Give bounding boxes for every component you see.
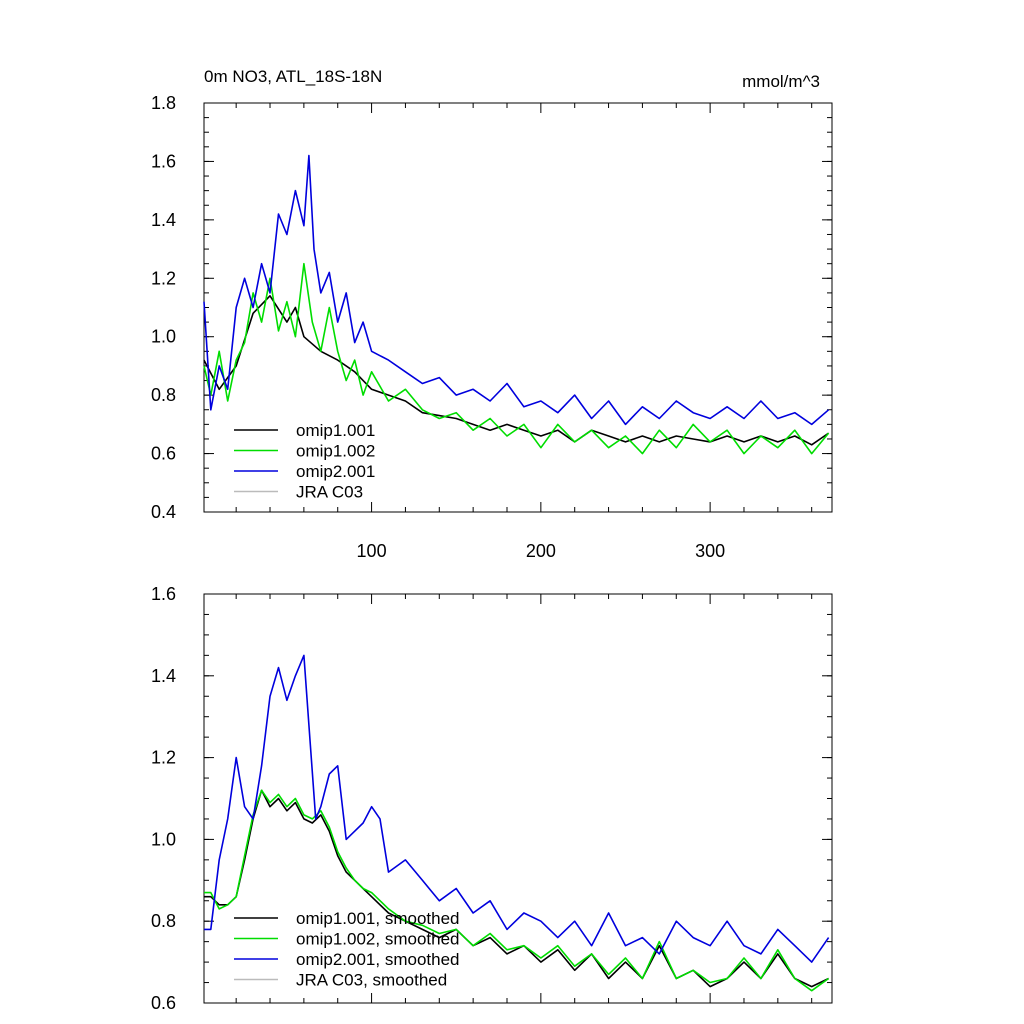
- x-tick-label: 100: [357, 541, 387, 561]
- legend-label: omip1.001, smoothed: [296, 909, 460, 928]
- y-tick-label: 0.6: [151, 444, 176, 464]
- bottom-axes: 0.6 0.8 1.0 1.2 1.4 1.6: [151, 584, 833, 1013]
- series-line-omip2-001-smoothed: [204, 654, 830, 963]
- y-tick-label: 0.4: [151, 502, 176, 522]
- y-tick-label: 1.6: [151, 584, 176, 604]
- y-tick-label: 0.6: [151, 993, 176, 1013]
- y-tick-label: 1.0: [151, 829, 176, 849]
- series-line-omip2-001: [203, 154, 830, 426]
- legend-label: JRA C03: [296, 483, 363, 502]
- top-panel-units: mmol/m^3: [742, 72, 820, 91]
- legend-label: omip1.002, smoothed: [296, 930, 460, 949]
- top-panel: 0m NO3, ATL_18S-18N mmol/m^3 0.4 0.6 0.8 1.…: [151, 67, 833, 561]
- y-tick-label: 1.6: [151, 151, 176, 171]
- top-series: [203, 154, 830, 455]
- legend-label: omip1.002: [296, 442, 375, 461]
- y-tick-label: 1.2: [151, 748, 176, 768]
- bottom-legend: omip1.001, smoothed omip1.002, smoothedom…: [234, 909, 460, 990]
- legend-label: omip1.001: [296, 421, 375, 440]
- x-tick-label: 200: [526, 541, 556, 561]
- legend-label: omip2.001: [296, 462, 375, 481]
- x-tick-label: 300: [695, 541, 725, 561]
- y-tick-label: 1.4: [151, 210, 176, 230]
- y-tick-label: 1.8: [151, 93, 176, 113]
- y-tick-label: 1.0: [151, 327, 176, 347]
- y-tick-label: 1.4: [151, 666, 176, 686]
- top-axes: 0.4 0.6 0.8 1.0 1.2 1.4 1.6 1.8 100 200 300: [151, 93, 833, 561]
- y-tick-label: 0.8: [151, 385, 176, 405]
- y-tick-label: 1.2: [151, 268, 176, 288]
- series-line-omip1-002-smoothed: [204, 789, 830, 992]
- y-tick-label: 0.8: [151, 911, 176, 931]
- bottom-series: [204, 654, 830, 992]
- legend-label: omip2.001, smoothed: [296, 950, 460, 969]
- legend-label: JRA C03, smoothed: [296, 971, 447, 990]
- top-panel-title: 0m NO3, ATL_18S-18N: [204, 67, 382, 86]
- bottom-panel: 0.60.81.01.21.41.6 omip1.001, smoothedom…: [151, 584, 833, 1013]
